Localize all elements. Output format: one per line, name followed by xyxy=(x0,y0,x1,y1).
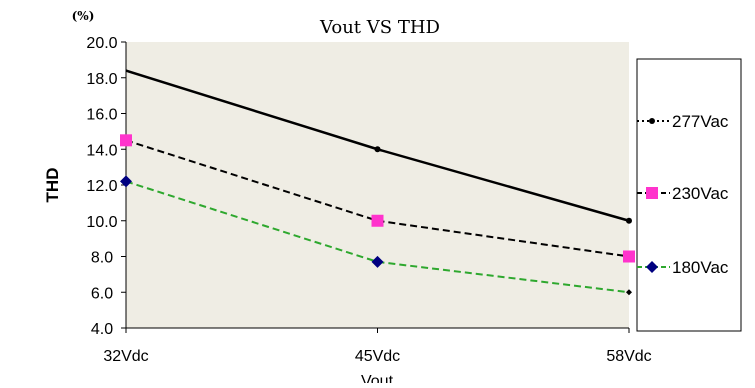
chart-title: Vout VS THD xyxy=(319,17,440,38)
legend-marker xyxy=(646,187,658,199)
data-markers xyxy=(120,134,635,296)
legend-label: 230Vac xyxy=(672,184,729,203)
y-tick-label: 12.0 xyxy=(86,178,117,195)
y-tick-label: 10.0 xyxy=(86,214,117,231)
x-axis-title: Vout xyxy=(361,373,394,383)
data-point xyxy=(120,134,132,147)
y-axis-title: THD xyxy=(43,168,62,203)
data-point xyxy=(374,146,381,153)
data-point xyxy=(623,250,635,263)
y-tick-label: 20.0 xyxy=(86,35,117,52)
legend-label: 180Vac xyxy=(672,258,729,277)
legend-label: 277Vac xyxy=(672,112,729,131)
legend-item-277Vac: 277Vac xyxy=(637,112,729,131)
legend-marker xyxy=(649,118,655,124)
legend-item-230Vac: 230Vac xyxy=(637,184,729,203)
y-tick-label: 6.0 xyxy=(91,285,113,302)
y-tick-label: 4.0 xyxy=(91,321,113,338)
plot-background xyxy=(126,42,629,328)
series-lines xyxy=(120,69,635,296)
legend-marker xyxy=(646,261,658,273)
data-point xyxy=(626,217,632,224)
y-tick-label: 8.0 xyxy=(91,250,113,267)
y-tick-label: 18.0 xyxy=(86,71,117,88)
x-ticks: 32Vdc 45Vdc 58Vdc xyxy=(103,328,652,365)
data-point xyxy=(120,175,132,188)
data-point xyxy=(626,289,632,296)
data-point xyxy=(371,214,384,227)
y-unit-label: (%) xyxy=(72,9,95,23)
x-tick-label: 58Vdc xyxy=(606,348,651,365)
x-tick-label: 45Vdc xyxy=(355,348,400,365)
data-point xyxy=(371,255,384,268)
x-tick-label: 32Vdc xyxy=(103,348,148,365)
legend-item-180Vac: 180Vac xyxy=(637,258,729,277)
legend: 277Vac 230Vac 180Vac xyxy=(637,112,729,277)
y-ticks: 4.0 6.0 8.0 10.0 12.0 14.0 16.0 18.0 20.0 xyxy=(86,35,126,338)
y-tick-label: 16.0 xyxy=(86,107,117,124)
y-tick-label: 14.0 xyxy=(86,142,117,159)
